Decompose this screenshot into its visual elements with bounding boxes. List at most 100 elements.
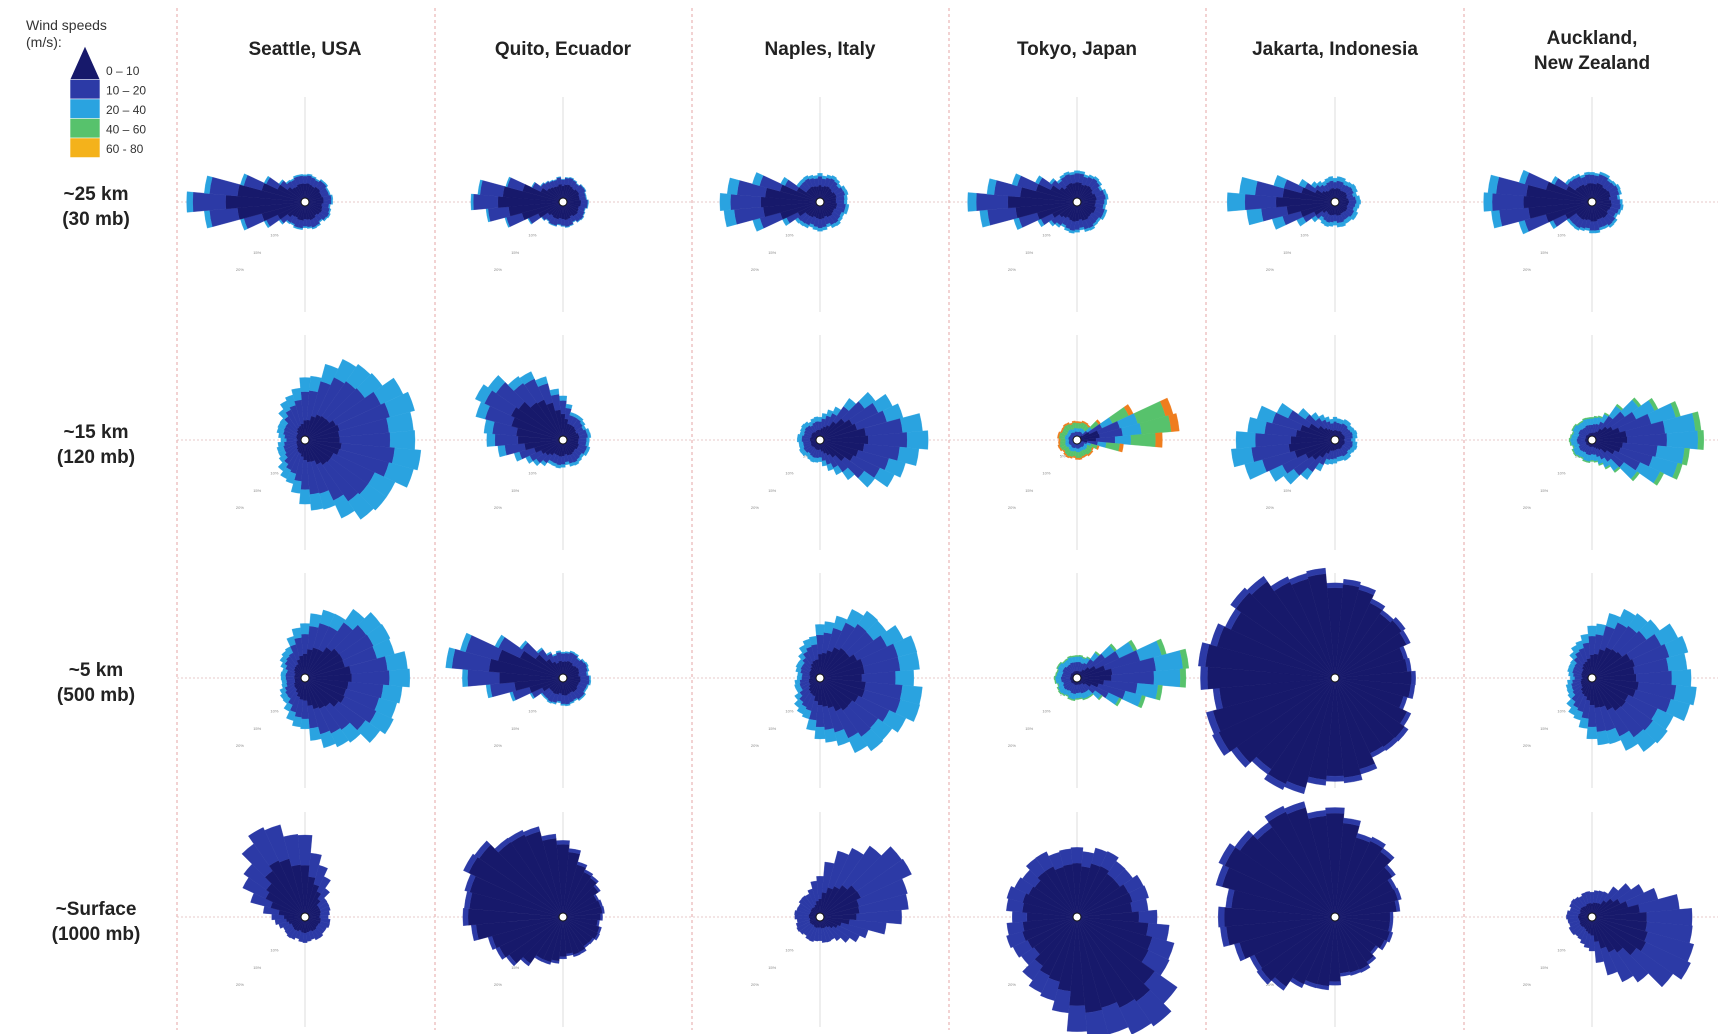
rose-sector xyxy=(830,222,837,229)
wind-rose: 5%10%15%20% xyxy=(1198,567,1416,795)
ring-tick-label: 15% xyxy=(1540,250,1548,255)
ring-tick-label: 20% xyxy=(751,743,759,748)
rose-sector xyxy=(573,652,580,657)
rose-center-marker xyxy=(1072,197,1082,207)
ring-tick-label: 15% xyxy=(253,250,261,255)
rose-sector xyxy=(1040,977,1060,1001)
rose-sector xyxy=(1604,464,1611,470)
rose-sector xyxy=(856,858,912,899)
rose-sector xyxy=(1568,437,1571,443)
rose-sector xyxy=(821,460,827,467)
rose-sector xyxy=(1589,417,1595,419)
ring-tick-label: 10% xyxy=(528,471,536,476)
column-title: Seattle, USA xyxy=(249,39,362,60)
ring-tick-label: 10% xyxy=(1042,471,1050,476)
rose-sector xyxy=(801,708,812,720)
rose-sector xyxy=(798,444,805,450)
rose-sector xyxy=(843,189,849,196)
ring-tick-label: 15% xyxy=(1283,488,1291,493)
rose-sector xyxy=(835,925,860,943)
ring-tick-label: 10% xyxy=(270,948,278,953)
rose-sector xyxy=(1071,420,1076,424)
rose-sector xyxy=(808,174,814,180)
row-label: (30 mb) xyxy=(62,209,130,230)
rose-sector xyxy=(1608,948,1634,983)
rose-sector xyxy=(806,718,817,731)
rose-sector xyxy=(824,728,837,743)
rose-sector xyxy=(1336,418,1341,424)
rose-sector xyxy=(1665,698,1691,722)
column-headers: Seattle, USA Quito, Ecuador Naples, Italy T… xyxy=(249,28,1651,74)
row-label: ~15 km xyxy=(64,422,129,443)
rose-sector xyxy=(548,222,553,226)
rose-sector xyxy=(1583,933,1591,949)
rose-sector xyxy=(357,720,381,743)
rose-sector xyxy=(281,682,288,689)
rose-sector xyxy=(1155,684,1163,701)
rose-sector xyxy=(487,375,506,394)
rose-sector xyxy=(795,919,811,928)
rose-sector xyxy=(808,927,818,942)
wind-rose: 5%10%15%20% xyxy=(1226,174,1361,272)
rose-sector xyxy=(1671,669,1692,687)
rose-sector xyxy=(1389,911,1394,923)
rose-sector xyxy=(278,449,287,458)
rose-sector xyxy=(560,225,566,227)
legend-swatch xyxy=(69,79,101,100)
rose-sector xyxy=(895,669,915,687)
rose-sector xyxy=(1640,942,1691,980)
rose-sector xyxy=(1307,810,1327,819)
ring-tick-label: 10% xyxy=(1557,233,1565,238)
rose-sector xyxy=(1619,730,1639,751)
rose-sector xyxy=(507,829,525,843)
rose-sector xyxy=(1101,1002,1129,1034)
rose-sector xyxy=(794,679,801,685)
rose-center-marker xyxy=(1330,912,1340,922)
rose-sector xyxy=(1298,178,1308,189)
wind-rose: 5%10%15%20% xyxy=(236,608,411,748)
rose-center-marker xyxy=(300,197,310,207)
rose-sector xyxy=(1081,420,1086,424)
wind-rose: 5%10%15%20% xyxy=(1215,801,1402,991)
rose-sector xyxy=(843,194,848,201)
rose-sector xyxy=(1589,460,1595,462)
rose-sector xyxy=(797,433,803,439)
rose-sector xyxy=(1594,229,1601,234)
rose-sector xyxy=(1063,171,1070,176)
rose-sector xyxy=(1328,176,1334,182)
rose-sector xyxy=(1107,860,1126,880)
rose-sector xyxy=(279,687,287,695)
rose-sector xyxy=(293,225,299,230)
rose-sector xyxy=(1343,817,1361,827)
rose-sector xyxy=(1324,416,1331,423)
rose-sector xyxy=(1075,421,1079,424)
wind-rose: 5%10%15%20% xyxy=(1006,847,1178,1034)
rose-sector xyxy=(843,208,849,215)
rose-sector xyxy=(307,173,313,177)
rose-sector xyxy=(1006,886,1027,903)
rose-sector xyxy=(204,175,213,194)
rose-sector xyxy=(560,178,566,180)
ring-tick-label: 15% xyxy=(253,726,261,731)
rose-sector xyxy=(1070,847,1084,864)
rose-sector xyxy=(1411,670,1416,686)
rose-sector xyxy=(1316,180,1323,188)
ring-tick-label: 15% xyxy=(768,488,776,493)
wind-rose: 5%10%15%20% xyxy=(1523,608,1697,752)
rose-sector xyxy=(1011,173,1022,187)
rose-sector xyxy=(1586,726,1598,740)
rose-sector xyxy=(601,906,605,914)
rose-sector xyxy=(1340,221,1347,227)
rose-sector xyxy=(1345,421,1352,428)
rose-sector xyxy=(1571,448,1575,454)
rose-sector xyxy=(796,906,811,915)
rose-sector xyxy=(1565,178,1571,185)
ring-tick-label: 15% xyxy=(253,965,261,970)
rose-sector xyxy=(1567,679,1573,685)
rose-sector xyxy=(719,193,731,211)
rose-sector xyxy=(1565,683,1573,690)
rose-sector xyxy=(1568,922,1581,932)
rose-sector xyxy=(309,492,324,511)
rose-sector xyxy=(519,371,535,385)
rose-sector xyxy=(1074,655,1080,657)
